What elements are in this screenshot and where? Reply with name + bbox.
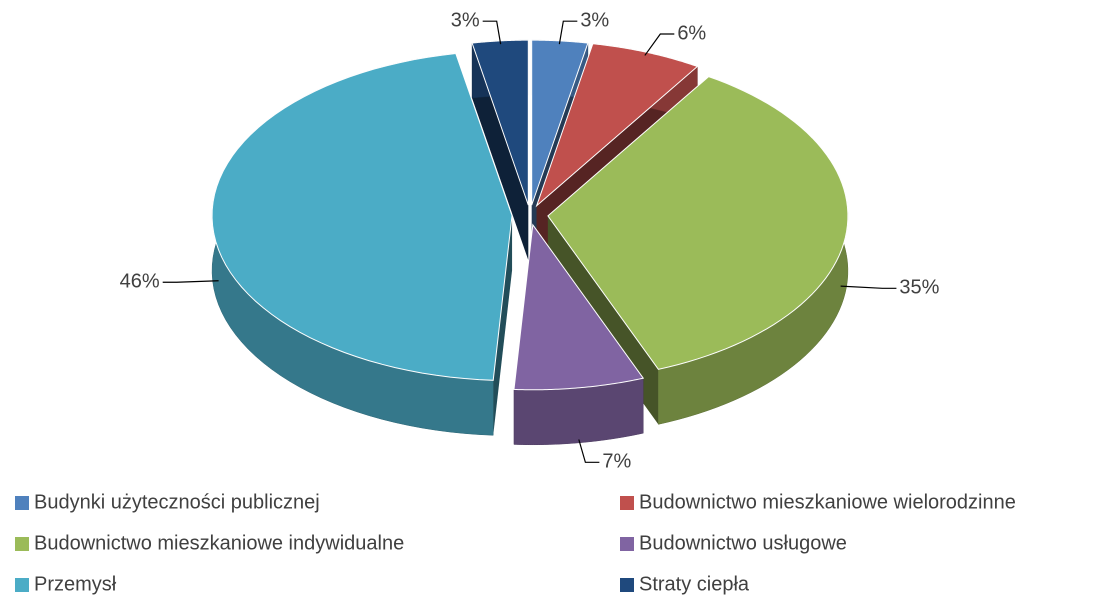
data-label: 46% [120, 271, 160, 293]
legend-label: Straty ciepła [639, 573, 750, 595]
data-label: 6% [677, 22, 706, 44]
legend-swatch [15, 496, 29, 510]
legend-label: Budownictwo mieszkaniowe wielorodzinne [639, 491, 1016, 513]
data-label: 35% [899, 277, 939, 299]
data-label: 3% [451, 9, 480, 31]
pie-slice [211, 53, 513, 381]
legend-swatch [15, 537, 29, 551]
legend-label: Budynki użyteczności publicznej [34, 491, 320, 513]
leader-line [644, 33, 675, 56]
pie-side-wall [472, 43, 529, 261]
legend-swatch [15, 578, 29, 592]
pie-side-wall [493, 215, 513, 436]
data-labels: 3% 6% 35% 7% 46% 3% [120, 9, 940, 472]
data-label: 3% [580, 9, 609, 31]
pie-slice [513, 223, 645, 391]
leader-line [840, 285, 897, 289]
data-label: 7% [602, 451, 631, 473]
pie-tops [211, 39, 849, 391]
legend: Budynki użyteczności publicznej Budownict… [15, 491, 1016, 595]
leader-line [578, 439, 600, 463]
legend-swatch [620, 537, 634, 551]
leader-line [162, 280, 219, 283]
legend-label: Przemysł [34, 573, 117, 595]
legend-label: Budownictwo mieszkaniowe indywidualne [34, 532, 404, 554]
legend-swatch [620, 578, 634, 592]
legend-swatch [620, 496, 634, 510]
leader-line [482, 20, 502, 45]
leader-line [558, 20, 578, 45]
pie-slice [547, 76, 849, 370]
legend-label: Budownictwo usługowe [639, 532, 847, 554]
